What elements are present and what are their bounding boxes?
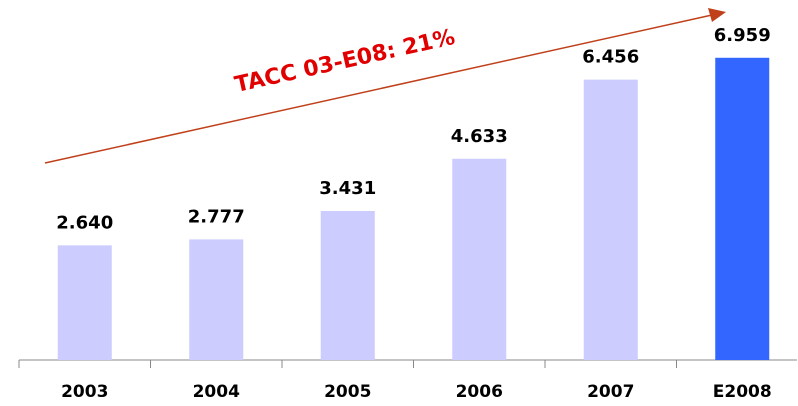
- annotation: TACC 03-E08: 21%: [232, 25, 457, 98]
- x-tick-label: E2008: [713, 382, 772, 402]
- data-label: 6.959: [714, 25, 771, 46]
- bar: [189, 239, 244, 360]
- bar: [57, 245, 112, 360]
- trend-arrow: [44, 14, 713, 164]
- data-label: 2.640: [56, 212, 113, 233]
- x-tick-label: 2004: [193, 382, 240, 402]
- x-tick-label: 2006: [456, 382, 503, 402]
- bar: [583, 79, 638, 360]
- x-tick-label: 2005: [324, 382, 371, 402]
- arrow-head: [708, 8, 726, 22]
- data-label: 4.633: [451, 126, 508, 147]
- x-tick-label: 2007: [587, 382, 634, 402]
- bar: [320, 210, 375, 360]
- bar: [715, 57, 770, 360]
- x-tick-label: 2003: [61, 382, 108, 402]
- data-label: 3.431: [319, 178, 376, 199]
- data-label: 2.777: [188, 206, 245, 227]
- data-label: 6.456: [582, 47, 639, 68]
- bar: [452, 158, 507, 360]
